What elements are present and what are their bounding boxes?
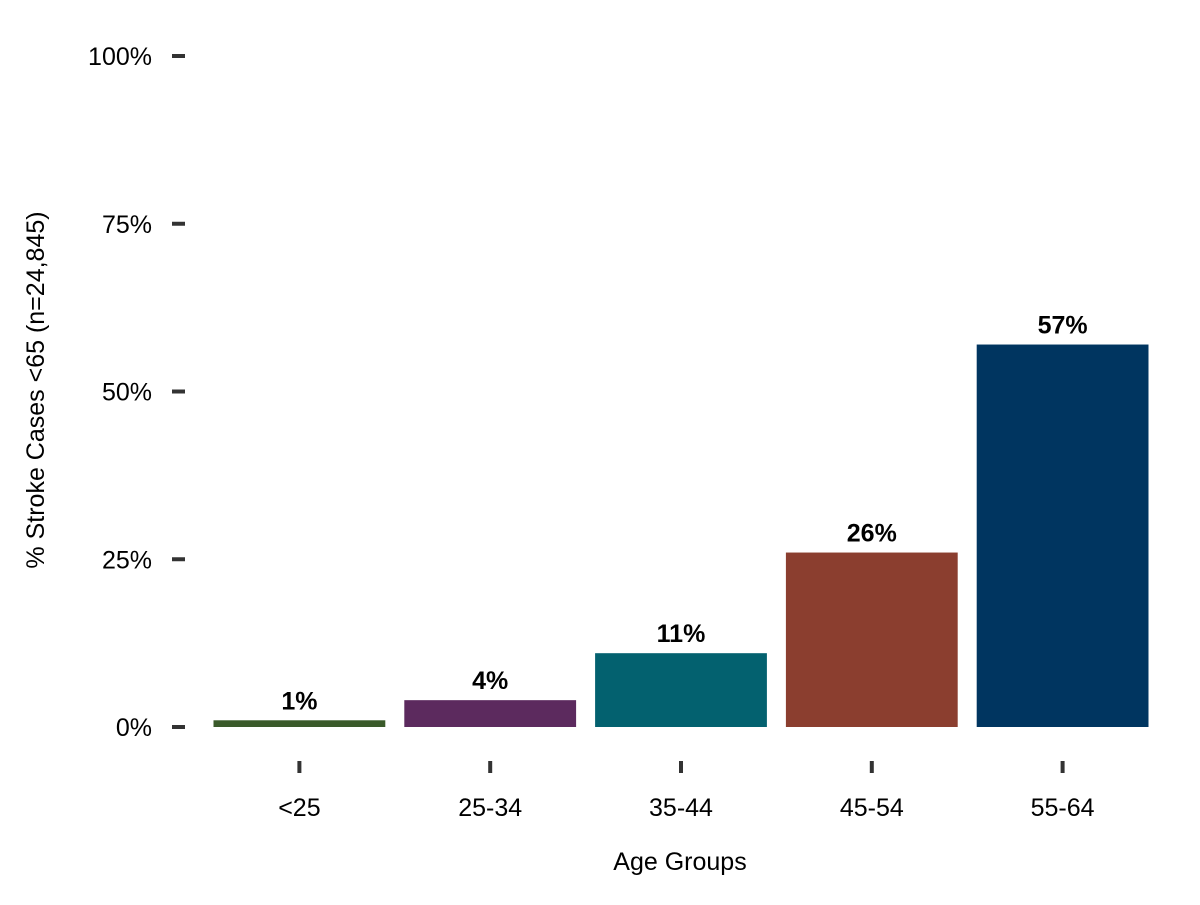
bar-data-label: 11% — [657, 620, 706, 648]
y-tick-label: 75% — [102, 211, 152, 239]
x-axis: <25 25-34 35-44 45-54 55-64 — [278, 761, 1095, 822]
x-tick-label: 45-54 — [840, 794, 904, 822]
bar — [404, 700, 577, 727]
bar — [213, 720, 386, 727]
x-tick-label: 35-44 — [649, 794, 713, 822]
y-axis: 0% 25% 50% 75% 100% — [88, 43, 185, 742]
bar-data-label: 57% — [1038, 312, 1088, 340]
bar-data-label: 26% — [847, 520, 897, 548]
y-tick-label: 50% — [102, 379, 152, 407]
x-tick-label: <25 — [278, 794, 320, 822]
bar — [595, 653, 767, 727]
bar-data-label: 1% — [281, 687, 317, 715]
data-labels: 1% 4% 11% 26% 57% — [281, 312, 1087, 716]
y-tick-label: 100% — [88, 43, 152, 71]
bar-data-label: 4% — [472, 667, 508, 695]
bar — [976, 344, 1149, 727]
x-axis-title: Age Groups — [613, 848, 746, 876]
x-tick-label: 25-34 — [458, 794, 522, 822]
y-axis-title: % Stroke Cases <65 (n=24,845) — [22, 211, 50, 568]
bar — [785, 552, 958, 727]
y-tick-label: 0% — [116, 714, 152, 742]
y-tick-label: 25% — [102, 546, 152, 574]
x-tick-label: 55-64 — [1031, 794, 1095, 822]
bar-series — [213, 344, 1149, 727]
